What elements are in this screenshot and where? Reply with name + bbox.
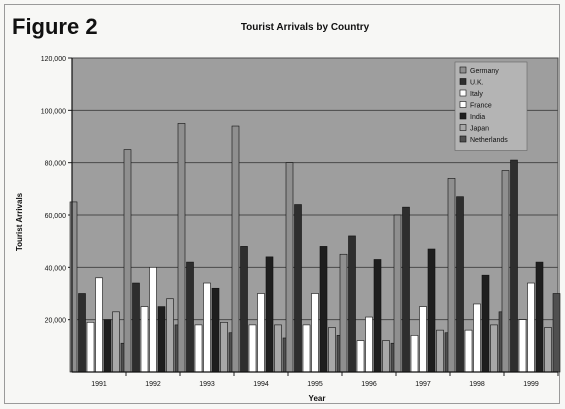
legend-swatch	[459, 101, 467, 108]
bar-italy-1994	[248, 324, 257, 373]
bar-germany-1995	[285, 162, 294, 373]
bar-france-1991	[95, 277, 103, 373]
y-tick-label: 120,000	[41, 56, 66, 63]
bar-india-1998	[481, 274, 490, 373]
bar-japan-1996	[382, 340, 390, 373]
legend-box	[454, 61, 528, 151]
x-tick-label: 1997	[415, 381, 431, 388]
legend-label: U.K.	[470, 80, 484, 87]
bar-india-1994	[265, 256, 274, 373]
x-tick-label: 1994	[253, 381, 269, 388]
legend-swatch	[459, 78, 467, 85]
y-axis-title: Tourist Arrivals	[15, 192, 24, 251]
bar-italy-1997	[410, 335, 419, 373]
x-tick-label: 1995	[307, 381, 323, 388]
bar-japan-1991	[112, 311, 120, 373]
bar-japan-1998	[490, 324, 498, 373]
legend-swatch	[459, 135, 467, 143]
bar-japan-1995	[328, 327, 336, 373]
bar-france-1997	[419, 306, 427, 373]
bar-france-1998	[473, 303, 481, 373]
bar-japan-1999	[544, 327, 552, 373]
bar-india-1999	[535, 261, 544, 373]
x-tick-label: 1991	[91, 381, 107, 388]
chart-title: Tourist Arrivals by Country	[241, 22, 370, 33]
bar-france-1996	[365, 316, 373, 373]
bar-uk-1998	[456, 196, 464, 373]
bar-uk-1994	[240, 246, 248, 373]
bar-italy-1995	[302, 324, 311, 373]
bar-uk-1991	[78, 293, 86, 373]
y-tick-label: 40,000	[45, 265, 67, 272]
bar-japan-1993	[220, 321, 228, 373]
legend-swatch	[459, 124, 467, 131]
bar-india-1992	[157, 306, 166, 373]
x-tick-label: 1998	[469, 381, 485, 388]
bar-france-1994	[257, 293, 265, 373]
bar-uk-1996	[348, 235, 356, 373]
bar-germany-1992	[123, 149, 132, 373]
bar-germany-1996	[339, 253, 348, 373]
bar-japan-1994	[274, 324, 282, 373]
legend-swatch	[459, 66, 467, 74]
figure-label: Figure 2	[12, 14, 98, 39]
bar-netherlands-1999	[552, 293, 561, 373]
bar-uk-1999	[510, 159, 518, 373]
legend-label: Italy	[470, 91, 483, 98]
legend-swatch	[459, 89, 467, 97]
bar-japan-1992	[166, 298, 174, 373]
x-axis-title: Year	[309, 394, 326, 403]
bar-uk-1997	[402, 206, 410, 373]
bar-india-1996	[373, 259, 382, 373]
bar-italy-1998	[464, 329, 473, 373]
bar-france-1999	[527, 282, 535, 373]
bar-france-1995	[311, 293, 319, 373]
legend-label: Netherlands	[470, 137, 508, 144]
bar-italy-1996	[356, 340, 365, 373]
bar-india-1995	[319, 246, 328, 373]
bar-uk-1993	[186, 261, 194, 373]
legend-label: Germany	[470, 68, 499, 75]
bar-uk-1992	[132, 282, 140, 373]
bar-italy-1999	[518, 319, 527, 373]
bar-france-1993	[203, 282, 211, 373]
bar-india-1993	[211, 287, 220, 373]
y-tick-label: 80,000	[45, 161, 67, 168]
bar-italy-1992	[140, 306, 149, 373]
bar-germany-1993	[177, 123, 186, 373]
bar-germany-1991	[69, 201, 78, 373]
y-tick-label: 20,000	[45, 318, 67, 325]
bar-germany-1999	[501, 170, 510, 373]
bar-france-1992	[149, 267, 157, 373]
x-tick-label: 1996	[361, 381, 377, 388]
bar-japan-1997	[436, 329, 444, 373]
y-tick-label: 60,000	[45, 213, 67, 220]
bar-germany-1998	[447, 178, 456, 373]
legend-label: India	[470, 114, 485, 121]
bar-germany-1997	[393, 214, 402, 373]
bar-uk-1995	[294, 204, 302, 373]
bar-india-1997	[427, 248, 436, 373]
bar-india-1991	[103, 319, 112, 373]
x-tick-label: 1993	[199, 381, 215, 388]
figure-frame	[4, 4, 560, 404]
legend-label: Japan	[470, 126, 489, 133]
legend-label: France	[470, 103, 492, 110]
bar-italy-1993	[194, 324, 203, 373]
bar-germany-1994	[231, 125, 240, 373]
x-tick-label: 1992	[145, 381, 161, 388]
x-tick-label: 1999	[523, 381, 539, 388]
bar-italy-1991	[86, 321, 95, 373]
y-tick-label: 100,000	[41, 108, 66, 115]
legend-swatch	[459, 112, 467, 120]
